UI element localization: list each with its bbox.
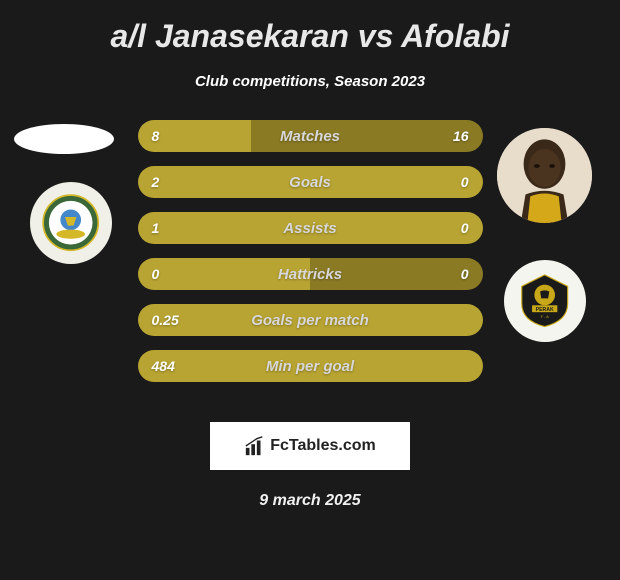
player-left-photo — [14, 124, 114, 154]
club-left-badge — [30, 182, 112, 264]
stat-row: 816Matches — [138, 120, 483, 152]
branding-box: FcTables.com — [210, 422, 410, 470]
page-title: a/l Janasekaran vs Afolabi — [0, 18, 620, 55]
stat-row: 00Hattricks — [138, 258, 483, 290]
player-right-photo — [497, 128, 592, 223]
stat-label: Assists — [138, 220, 483, 237]
stat-label: Matches — [138, 128, 483, 145]
stat-row: 0.25Goals per match — [138, 304, 483, 336]
branding-label: FcTables.com — [270, 437, 376, 455]
stat-row: 10Assists — [138, 212, 483, 244]
stat-row: 20Goals — [138, 166, 483, 198]
club-right-badge: PERAK F . A — [504, 260, 586, 342]
subtitle: Club competitions, Season 2023 — [0, 73, 620, 90]
comparison-area: PERAK F . A 816Matches 20Goals 10Assists 00… — [0, 120, 620, 400]
stat-label: Hattricks — [138, 266, 483, 283]
date-label: 9 march 2025 — [0, 492, 620, 510]
stat-label: Goals — [138, 174, 483, 191]
svg-text:PERAK: PERAK — [536, 307, 554, 313]
svg-text:F . A: F . A — [541, 314, 550, 319]
chart-icon — [244, 435, 266, 457]
stat-label: Min per goal — [138, 358, 483, 375]
stats-list: 816Matches 20Goals 10Assists 00Hattricks 0.2… — [138, 120, 483, 382]
stat-row: 484Min per goal — [138, 350, 483, 382]
stat-label: Goals per match — [138, 312, 483, 329]
